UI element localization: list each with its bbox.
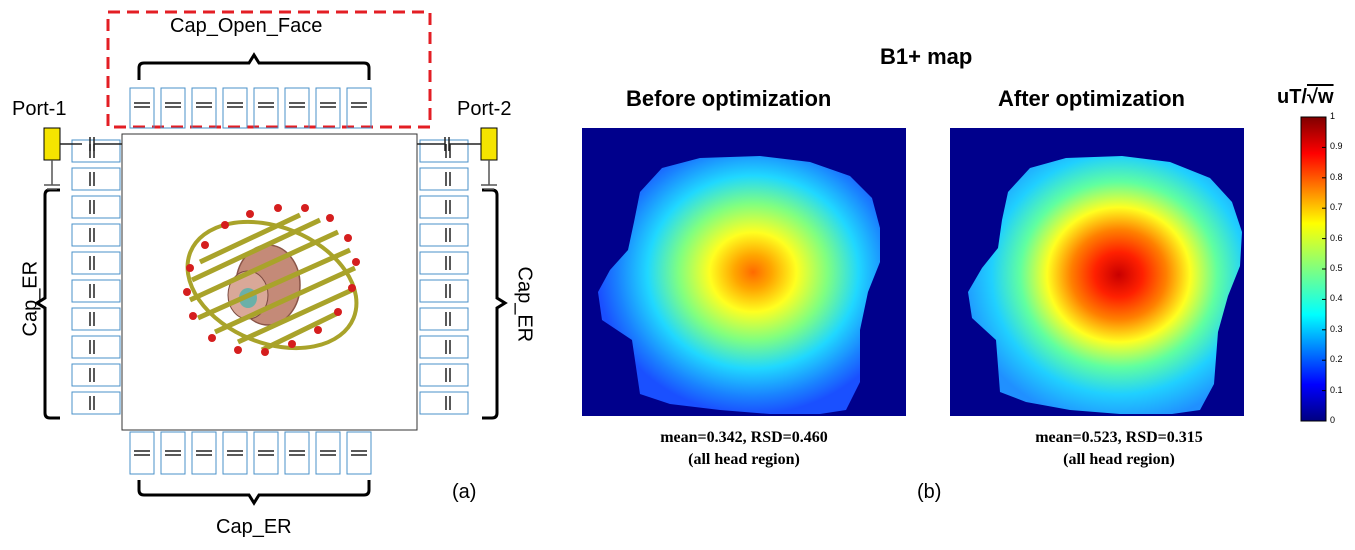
top-capacitor-row — [129, 87, 372, 129]
bottom-capacitor-symbols — [134, 450, 367, 456]
colorbar-unit-sqrt: √w — [1307, 86, 1334, 108]
colorbar-tick-label: 0.5 — [1330, 263, 1343, 273]
colorbar-tick-label: 1 — [1330, 111, 1336, 121]
colorbar-tick-marks — [1322, 116, 1326, 422]
b1-map-title: B1+ map — [880, 44, 973, 69]
after-stats-line1: mean=0.523, RSD=0.315 — [1035, 429, 1203, 446]
panel-a-caption: (a) — [452, 481, 477, 503]
after-stats: mean=0.523, RSD=0.315 (all head region) — [969, 427, 1269, 471]
after-heatmap — [950, 128, 1244, 416]
colorbar-unit-prefix: uT/ — [1277, 86, 1307, 108]
coil-head-model — [183, 204, 360, 356]
after-stats-line2: (all head region) — [1063, 451, 1175, 468]
top-bracket — [137, 52, 371, 80]
port-2-label: Port-2 — [457, 98, 512, 120]
after-title: After optimization — [998, 86, 1185, 111]
colorbar-tick-label: 0.3 — [1330, 323, 1343, 334]
bottom-bracket — [137, 480, 371, 506]
right-capacitor-symbols — [445, 144, 451, 410]
before-stats-line1: mean=0.342, RSD=0.460 — [660, 429, 828, 446]
colorbar-tick-label: 0.1 — [1330, 384, 1343, 395]
circuit-diagram — [34, 10, 508, 506]
bottom-capacitor-label: Cap_ER — [216, 516, 292, 538]
colorbar-tick-label: 0 — [1330, 415, 1336, 425]
colorbar-unit: uT/√w — [1277, 86, 1334, 109]
port-1-label: Port-1 — [12, 98, 67, 120]
colorbar-tick-label: 0.6 — [1330, 232, 1343, 243]
colorbar-tick-label: 0.4 — [1330, 293, 1343, 304]
before-heatmap — [582, 128, 906, 416]
left-capacitor-column — [71, 139, 121, 415]
colorbar-tick-label: 0.7 — [1330, 202, 1343, 213]
right-capacitor-column — [419, 139, 469, 415]
before-title: Before optimization — [626, 86, 832, 111]
top-capacitor-symbols — [134, 102, 367, 108]
colorbar-tick-label: 0.9 — [1330, 141, 1343, 152]
colorbar-tick-label: 0.2 — [1330, 354, 1343, 365]
left-bracket — [34, 188, 60, 420]
colorbar-tick-label: 0.8 — [1330, 171, 1343, 182]
top-capacitor-label: Cap_Open_Face — [170, 15, 323, 37]
bottom-capacitor-row — [129, 431, 372, 475]
panel-b-caption: (b) — [917, 481, 942, 503]
open-face-highlight-box — [106, 10, 432, 129]
port-1-source — [43, 127, 122, 190]
right-bracket — [482, 188, 508, 420]
before-stats-line2: (all head region) — [688, 451, 800, 468]
colorbar-gradient — [1300, 116, 1327, 422]
before-stats: mean=0.342, RSD=0.460 (all head region) — [594, 427, 894, 471]
port-2-source — [417, 127, 498, 190]
